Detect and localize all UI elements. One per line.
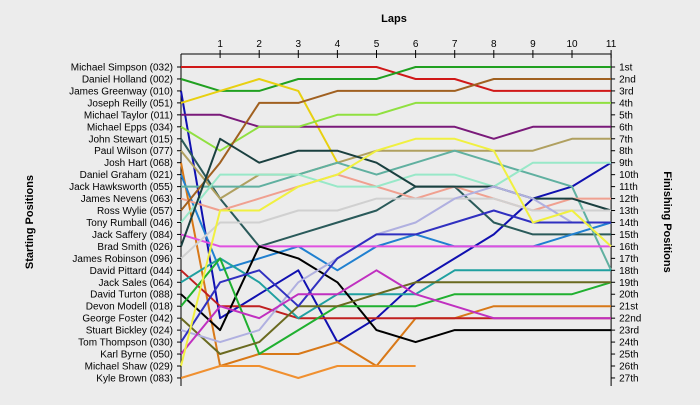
series-line [180, 162, 612, 367]
starting-position-label: George Foster (042) [82, 314, 173, 325]
starting-position-label: Joseph Reilly (051) [87, 98, 173, 109]
series-line [180, 137, 612, 247]
series-line [180, 197, 612, 260]
starting-position-label: Josh Hart (068) [104, 158, 173, 169]
left-axis-label: Starting Positions [24, 175, 36, 269]
starting-position-label: James Greenway (010) [69, 86, 173, 97]
starting-position-label: Kyle Brown (083) [96, 373, 173, 384]
finishing-position-label: 19th [619, 278, 638, 289]
finishing-position-label: 16th [619, 242, 638, 253]
finishing-position-label: 9th [619, 158, 633, 169]
series-line [180, 78, 339, 164]
finishing-position-label: 2nd [619, 74, 636, 85]
lap-tick-label: 10 [566, 39, 578, 50]
series-line [180, 281, 612, 355]
finishing-position-label: 7th [619, 134, 633, 145]
starting-position-label: James Robinson (096) [72, 254, 173, 265]
series-line [181, 113, 612, 140]
starting-position-label: Ross Wylie (057) [97, 206, 173, 217]
starting-position-label: Paul Wilson (077) [94, 146, 173, 157]
series-line [180, 66, 612, 92]
starting-position-label: Daniel Holland (002) [82, 74, 173, 85]
series-line [180, 185, 612, 344]
starting-position-label: Daniel Graham (021) [80, 170, 173, 181]
finishing-position-label: 6th [619, 122, 633, 133]
series-line [180, 209, 612, 343]
lap-tick-label: 1 [217, 39, 223, 50]
lap-tick-label: 7 [452, 39, 458, 50]
finishing-position-label: 17th [619, 254, 638, 265]
starting-position-label: Brad Smith (026) [97, 242, 173, 253]
starting-position-label: Michael Shaw (029) [85, 362, 173, 373]
starting-position-label: Jack Saffery (084) [92, 230, 173, 241]
finishing-position-label: 11th [619, 182, 638, 193]
series-line [180, 233, 612, 248]
finishing-position-label: 14th [619, 218, 638, 229]
finishing-position-label: 10th [619, 170, 638, 181]
series-line [180, 161, 612, 224]
series-lines [180, 66, 613, 379]
lap-tick-label: 3 [296, 39, 302, 50]
lap-ticks: 1 2 3 4 5 6 7 8 9 10 11 [217, 39, 617, 58]
series-line [180, 101, 612, 152]
lap-tick-label: 4 [335, 39, 341, 50]
starting-position-label: David Turton (088) [90, 290, 173, 301]
starting-position-label: John Stewart (015) [89, 134, 174, 145]
lap-tick-label: 6 [413, 39, 419, 50]
lap-tick-label: 9 [530, 39, 536, 50]
finishing-position-label: 1st [619, 63, 633, 74]
series-line [180, 90, 612, 344]
lap-tick-label: 8 [491, 39, 497, 50]
finishing-position-label: 3rd [619, 86, 633, 97]
series-line [180, 257, 612, 320]
starting-position-label: Devon Modell (018) [86, 302, 173, 313]
starting-position-label: James Nevens (063) [81, 194, 173, 205]
starting-position-label: Karl Byrne (050) [100, 350, 173, 361]
lap-tick-label: 2 [256, 39, 262, 50]
finishing-position-labels: 1st2nd3rd4th5th6th7th8th9th10th11th12th1… [611, 63, 641, 384]
series-line [180, 137, 612, 200]
finishing-position-label: 21st [619, 302, 638, 313]
lap-tick-label: 11 [606, 39, 617, 50]
series-line [180, 173, 612, 212]
starting-position-label: Tony Rumball (046) [86, 218, 173, 229]
finishing-position-label: 12th [619, 194, 638, 205]
finishing-position-label: 13th [619, 206, 638, 217]
finishing-position-label: 18th [619, 266, 638, 277]
finishing-position-label: 5th [619, 110, 633, 121]
series-line [180, 257, 612, 355]
finishing-position-label: 20th [619, 290, 638, 301]
starting-position-label: Tom Thompson (030) [78, 338, 173, 349]
finishing-position-label: 23rd [619, 326, 639, 337]
finishing-position-label: 15th [619, 230, 638, 241]
starting-position-label: Michael Taylor (011) [84, 110, 173, 121]
chart-title: Laps [381, 13, 407, 25]
right-axis-label: Finishing Positions [661, 171, 673, 272]
finishing-position-label: 25th [619, 350, 638, 361]
finishing-position-label: 26th [619, 362, 638, 373]
starting-position-label: David Pittard (044) [90, 266, 173, 277]
starting-position-label: Jack Sales (064) [99, 278, 173, 289]
starting-position-label: Stuart Bickley (024) [86, 326, 173, 337]
finishing-position-label: 27th [619, 373, 638, 384]
series-line [181, 149, 613, 271]
lap-tick-label: 5 [374, 39, 380, 50]
series-line [180, 269, 612, 355]
series-line [180, 365, 416, 379]
starting-position-label: Michael Simpson (032) [71, 63, 173, 74]
series-line [180, 137, 612, 367]
finishing-position-label: 4th [619, 98, 633, 109]
starting-position-labels: Michael Simpson (032)Daniel Holland (002… [69, 63, 181, 384]
series-line [180, 78, 612, 212]
finishing-position-label: 24th [619, 338, 638, 349]
series-line [180, 245, 612, 344]
finishing-position-label: 8th [619, 146, 633, 157]
finishing-position-label: 22nd [619, 314, 641, 325]
starting-position-label: Michael Epps (034) [87, 122, 173, 133]
starting-position-label: Jack Hawksworth (055) [69, 182, 173, 193]
